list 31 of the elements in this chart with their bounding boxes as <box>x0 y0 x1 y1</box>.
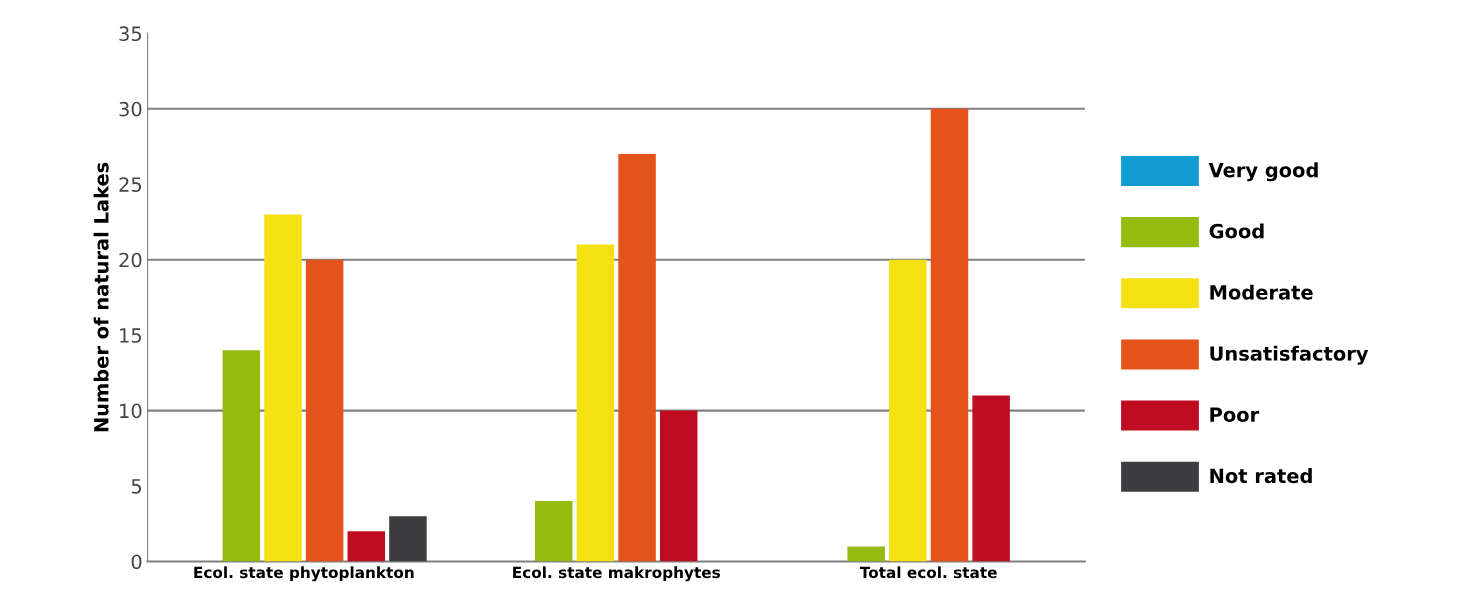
y-tick-label: 15 <box>120 328 142 343</box>
y-tick-label: 10 <box>120 403 142 419</box>
x-tick-label: Total ecol. state <box>859 566 997 579</box>
legend-label: Moderate <box>1210 284 1313 300</box>
bar <box>264 214 302 562</box>
x-tick-label: Ecol. state makrophytes <box>513 566 720 582</box>
bar <box>222 350 261 562</box>
x-tick-label: Ecol. state phytoplankton <box>194 566 414 582</box>
bar <box>618 154 656 562</box>
legend-label: Unsatisfactory <box>1210 345 1369 365</box>
legend-label: Poor <box>1210 407 1260 423</box>
y-tick-label: 5 <box>131 479 142 494</box>
y-tick-label: 25 <box>119 177 142 192</box>
bar <box>347 531 386 562</box>
bar <box>389 516 427 562</box>
bar <box>535 501 573 562</box>
bar <box>659 410 698 562</box>
bar <box>305 259 344 562</box>
bar <box>930 108 969 562</box>
bar <box>847 546 885 562</box>
y-tick-label: 20 <box>119 252 142 268</box>
legend-label: Very good <box>1208 162 1318 182</box>
y-tick-label: 35 <box>119 26 142 42</box>
y-axis-title: Number of natural Lakes <box>93 162 109 432</box>
bar <box>889 259 927 562</box>
bar <box>972 395 1010 562</box>
y-tick-label: 30 <box>119 101 142 117</box>
y-tick-label: 0 <box>131 554 142 570</box>
legend-label: Not rated <box>1210 468 1312 484</box>
legend-label: Good <box>1209 223 1264 239</box>
bar <box>576 244 615 562</box>
